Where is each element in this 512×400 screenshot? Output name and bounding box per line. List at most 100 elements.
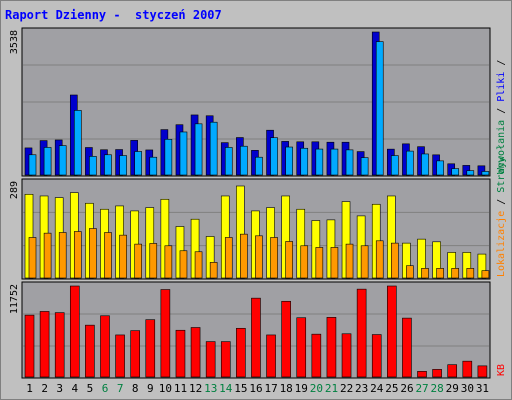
x-tick-label: 9 (147, 382, 154, 395)
bar-files (466, 170, 475, 176)
bar-sites (224, 237, 233, 279)
x-tick-label: 12 (189, 382, 202, 395)
bar-sites (436, 268, 444, 279)
bar-kb (371, 334, 382, 378)
x-tick-label: 6 (102, 382, 109, 395)
bar-kb (417, 371, 427, 378)
x-tick-label: 21 (325, 382, 338, 395)
y-max-label: 3538 (9, 30, 20, 54)
bar-sites (300, 245, 309, 279)
bar-files (285, 146, 293, 176)
bar-files (451, 168, 460, 176)
x-tick-label: 8 (132, 382, 139, 395)
bar-sites (179, 250, 188, 279)
bar-sites (164, 245, 173, 279)
bar-files (255, 156, 263, 176)
series-label-top: Wywołania / Pliki / (496, 60, 507, 174)
x-tick-label: 27 (415, 382, 428, 395)
x-tick-label: 5 (87, 382, 94, 395)
x-tick-label: 11 (174, 382, 187, 395)
x-tick-label: 15 (234, 382, 247, 395)
x-tick-label: 2 (41, 382, 48, 395)
y-max-label: 11752 (9, 284, 20, 314)
bar-kb (100, 315, 110, 378)
bar-sites (466, 268, 475, 279)
x-tick-label: 19 (295, 382, 308, 395)
bar-sites (255, 235, 263, 279)
bar-kb (432, 369, 442, 378)
bar-files (240, 145, 248, 176)
bar-files (391, 155, 399, 176)
bar-kb (145, 319, 156, 378)
bar-kb (462, 360, 473, 378)
x-tick-label: 20 (310, 382, 323, 395)
x-tick-label: 22 (340, 382, 353, 395)
bar-files (406, 150, 414, 176)
series-label-part: Pliki (496, 72, 507, 102)
chart-title: Raport Dzienny - styczeń 2007 (5, 8, 222, 22)
bar-kb (175, 329, 186, 378)
x-tick-label: 1 (26, 382, 33, 395)
bar-kb (24, 314, 35, 378)
x-tick-label: 3 (56, 382, 63, 395)
bar-sites (240, 233, 248, 279)
x-tick-label: 28 (431, 382, 444, 395)
bar-sites (391, 242, 399, 279)
bar-kb (311, 333, 322, 378)
bar-sites (73, 231, 82, 279)
bar-kb (447, 364, 458, 378)
bar-kb (220, 341, 231, 378)
bar-sites (345, 243, 354, 279)
bar-sites (451, 268, 460, 279)
series-label-part: KB (496, 364, 507, 376)
bar-kb (251, 297, 261, 378)
x-tick-label: 17 (264, 382, 277, 395)
bar-kb (85, 324, 95, 378)
series-label-part: / (496, 193, 507, 211)
bar-files (119, 155, 127, 176)
bar-files (421, 153, 429, 176)
bar-sites (360, 245, 369, 279)
bar-kb (356, 288, 367, 378)
series-label-part: / (496, 60, 507, 72)
series-label-part: Wywołania (496, 120, 507, 174)
series-label-part: Lokalizacje (496, 211, 507, 277)
bar-kb (341, 333, 352, 378)
bar-kb (39, 311, 50, 378)
bar-sites (209, 262, 218, 279)
bar-hits (462, 165, 471, 176)
x-tick-label: 24 (370, 382, 384, 395)
x-tick-label: 23 (355, 382, 368, 395)
bar-files (104, 154, 112, 176)
x-tick-label: 30 (461, 382, 474, 395)
bar-sites (270, 237, 278, 279)
bar-files (134, 151, 142, 176)
bar-files (375, 41, 384, 176)
bar-files (481, 171, 490, 176)
x-tick-label: 18 (280, 382, 293, 395)
bar-files (194, 123, 203, 176)
bar-kb (205, 341, 216, 378)
bar-sites (43, 232, 52, 279)
bar-sites (58, 232, 67, 279)
bar-files (270, 137, 278, 176)
bar-kb (326, 317, 337, 378)
x-tick-label: 29 (446, 382, 459, 395)
bar-sites (421, 268, 429, 279)
bar-sites (194, 251, 203, 279)
bar-files (73, 110, 82, 176)
bar-sites (481, 270, 490, 279)
bar-kb (69, 285, 80, 378)
bar-files (28, 154, 37, 176)
bar-sites (28, 237, 37, 279)
bar-kb (54, 312, 65, 378)
x-tick-label: 4 (72, 382, 79, 395)
bar-kb (281, 300, 291, 378)
bar-sites (375, 240, 384, 279)
x-tick-label: 26 (400, 382, 413, 395)
x-tick-label: 14 (219, 382, 233, 395)
bar-kb (236, 327, 246, 378)
bar-files (300, 147, 309, 176)
bar-sites (134, 243, 142, 279)
